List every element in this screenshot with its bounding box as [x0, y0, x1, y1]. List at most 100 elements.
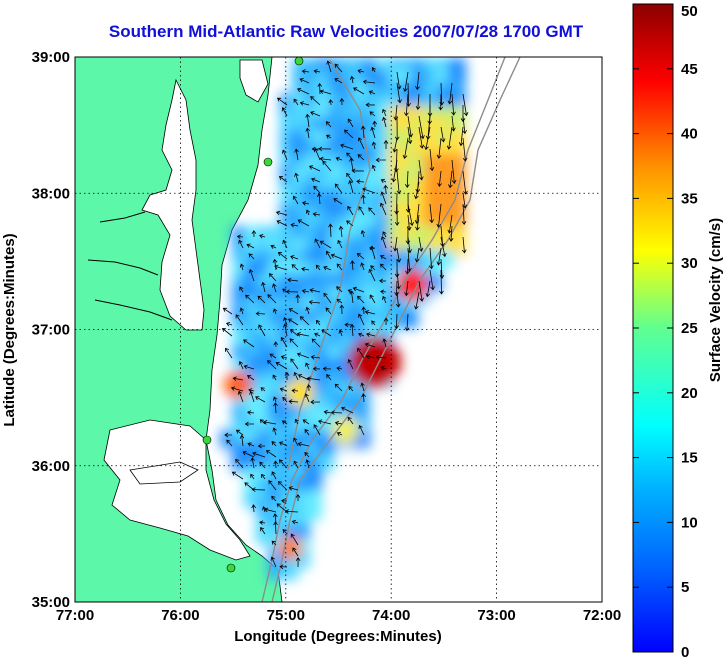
- current-vector: [288, 486, 299, 491]
- current-vector: [262, 506, 267, 513]
- current-vector: [346, 172, 354, 183]
- current-vector: [284, 371, 290, 380]
- current-vector: [369, 294, 376, 304]
- current-vector: [351, 168, 365, 174]
- current-vector: [358, 206, 365, 216]
- current-vector: [448, 170, 453, 189]
- x-tick-label: 74:00: [372, 607, 410, 624]
- radar-station: [226, 563, 236, 573]
- current-vector: [259, 234, 266, 239]
- current-vector: [371, 320, 376, 326]
- current-vector: [380, 263, 387, 271]
- current-vector: [380, 255, 387, 260]
- current-vector: [392, 137, 398, 153]
- current-vector: [323, 265, 332, 271]
- delaware-bay: [239, 59, 269, 103]
- current-vector: [418, 280, 424, 302]
- bathymetry-contours: [261, 57, 521, 602]
- current-vector: [439, 258, 445, 279]
- current-vector: [334, 383, 343, 392]
- current-vector: [322, 366, 332, 372]
- current-vector: [383, 139, 389, 149]
- current-vector: [370, 265, 376, 271]
- current-vector: [272, 513, 278, 524]
- current-vector: [277, 481, 288, 491]
- current-vector: [375, 157, 386, 163]
- current-vector: [311, 338, 321, 348]
- current-vector: [371, 66, 376, 73]
- current-vector: [313, 185, 321, 194]
- current-vector: [334, 63, 343, 73]
- map-title: Southern Mid-Atlantic Raw Velocities 200…: [108, 22, 584, 41]
- current-vector: [394, 192, 399, 215]
- current-vector: [314, 238, 321, 249]
- current-vector: [261, 281, 266, 293]
- current-vector: [308, 299, 321, 305]
- current-vector: [318, 146, 332, 152]
- current-vector: [321, 329, 332, 337]
- sound-inlet: [129, 461, 199, 485]
- current-vector: [287, 318, 299, 326]
- current-vector: [446, 126, 453, 150]
- current-vector: [265, 450, 277, 458]
- current-vector: [357, 68, 365, 74]
- current-vector: [293, 371, 299, 381]
- current-vector: [270, 556, 277, 568]
- current-vector: [235, 458, 244, 469]
- current-vector: [295, 557, 301, 568]
- current-vector: [267, 294, 277, 304]
- current-vector: [396, 269, 401, 290]
- current-vector: [461, 236, 467, 254]
- current-vector: [261, 473, 266, 480]
- current-vector: [368, 268, 376, 282]
- current-vector: [358, 424, 365, 436]
- current-vector: [404, 93, 409, 117]
- current-vector: [325, 307, 332, 315]
- current-vector: [268, 273, 277, 282]
- current-vector: [290, 329, 299, 337]
- current-vector: [356, 253, 365, 260]
- current-vector: [294, 148, 299, 161]
- x-tick-label: 75:00: [267, 607, 305, 624]
- y-tick-label: 37:00: [32, 322, 70, 339]
- current-vector: [280, 498, 288, 504]
- current-vector: [271, 495, 277, 502]
- current-vector: [407, 115, 414, 138]
- current-vector: [322, 160, 332, 172]
- colorbar-tick-label: 5: [681, 579, 689, 596]
- current-vector: [276, 503, 288, 513]
- current-vector: [260, 527, 266, 535]
- current-vector: [264, 507, 277, 513]
- current-vector: [323, 409, 332, 415]
- current-vector: [440, 126, 446, 143]
- current-vector: [309, 288, 321, 293]
- current-vector: [306, 376, 321, 381]
- current-vector: [252, 451, 266, 458]
- current-vector: [414, 247, 420, 263]
- radar-station: [202, 435, 212, 445]
- current-vectors: [221, 60, 469, 570]
- current-vector: [301, 69, 310, 74]
- current-vector: [250, 473, 255, 480]
- current-vector: [285, 289, 299, 295]
- current-vector: [364, 310, 376, 315]
- current-vector: [440, 236, 447, 258]
- current-vector: [371, 164, 376, 172]
- current-vector: [278, 176, 288, 183]
- current-vector: [334, 78, 343, 84]
- current-vector: [330, 410, 343, 415]
- current-vector: [310, 111, 321, 117]
- current-vector: [350, 260, 355, 271]
- current-vector: [305, 362, 310, 370]
- current-vector: [230, 386, 244, 392]
- velocity-hotspot: [286, 378, 314, 406]
- current-vector: [462, 137, 468, 162]
- current-vector: [273, 341, 279, 348]
- current-vector: [305, 113, 310, 128]
- current-vector: [305, 209, 311, 216]
- current-vector: [336, 286, 343, 293]
- current-vector: [429, 269, 435, 291]
- current-vector: [257, 295, 266, 304]
- current-vector: [365, 102, 376, 108]
- current-vector: [336, 263, 343, 271]
